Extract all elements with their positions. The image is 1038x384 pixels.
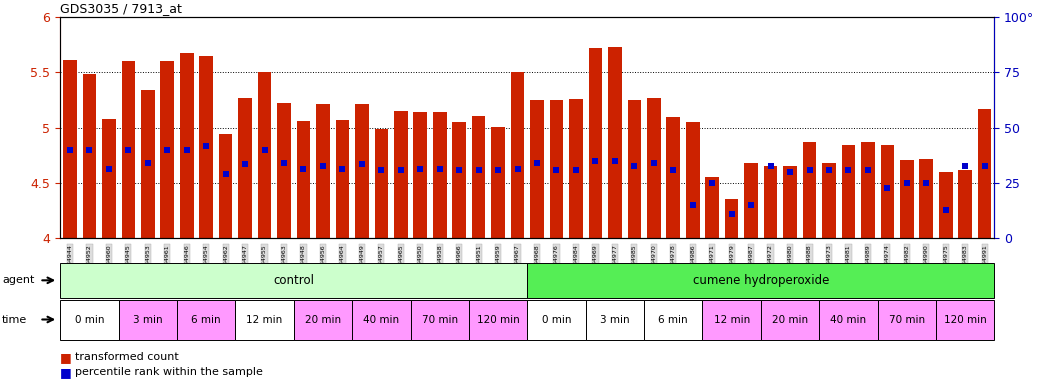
Text: 12 min: 12 min [246,314,282,325]
Text: cumene hydroperoxide: cumene hydroperoxide [692,274,829,287]
Bar [141,90,155,238]
Bar [60,263,527,298]
Bar [958,170,972,238]
Bar [822,163,836,238]
Bar [453,122,466,238]
Bar [472,116,486,238]
Bar [121,61,135,238]
Bar [394,111,408,238]
Bar [469,300,527,340]
Text: 70 min: 70 min [889,314,925,325]
Bar [802,142,816,238]
Bar [355,104,368,238]
Bar [63,60,77,238]
Bar [784,166,797,238]
Text: 3 min: 3 min [133,314,163,325]
Text: GDS3035 / 7913_at: GDS3035 / 7913_at [60,2,182,15]
Bar [569,99,582,238]
Text: 12 min: 12 min [713,314,749,325]
Bar [413,112,427,238]
Bar [819,300,878,340]
Text: 20 min: 20 min [305,314,342,325]
Bar [686,122,700,238]
Bar [294,300,352,340]
Text: 0 min: 0 min [542,314,571,325]
Bar [589,48,602,238]
Text: transformed count: transformed count [75,352,179,362]
Bar [161,61,174,238]
Text: 0 min: 0 min [75,314,104,325]
Bar [297,121,310,238]
Bar [880,146,894,238]
Bar [491,127,504,238]
Bar [335,120,349,238]
Bar [236,300,294,340]
Bar [644,300,703,340]
Text: 20 min: 20 min [772,314,809,325]
Text: 40 min: 40 min [363,314,400,325]
Text: 120 min: 120 min [476,314,519,325]
Bar [527,263,994,298]
Text: ■: ■ [60,366,72,379]
Text: control: control [273,274,315,287]
Bar [725,199,738,238]
Bar [877,300,936,340]
Bar [352,300,410,340]
Bar [530,100,544,238]
Bar [511,73,524,238]
Bar [375,129,388,238]
Bar [239,98,252,238]
Bar [862,142,875,238]
Text: 40 min: 40 min [830,314,867,325]
Bar [433,112,446,238]
Bar [102,119,115,238]
Text: 3 min: 3 min [600,314,630,325]
Bar [219,134,233,238]
Bar [83,74,97,238]
Bar [703,300,761,340]
Text: 6 min: 6 min [191,314,221,325]
Bar [176,300,236,340]
Text: 6 min: 6 min [658,314,688,325]
Bar [647,98,660,238]
Bar [118,300,176,340]
Bar [842,146,855,238]
Bar [666,117,680,238]
Bar [920,159,933,238]
Bar [277,103,291,238]
Bar [585,300,644,340]
Bar [60,300,118,340]
Bar [608,47,622,238]
Text: time: time [2,315,27,325]
Bar [317,104,330,238]
Bar [550,100,564,238]
Bar [939,172,953,238]
Bar [900,160,913,238]
Bar [706,177,719,238]
Bar [257,73,271,238]
Bar [628,100,641,238]
Text: 70 min: 70 min [421,314,458,325]
Bar [527,300,585,340]
Text: agent: agent [2,275,34,285]
Bar [978,109,991,238]
Bar [936,300,994,340]
Text: percentile rank within the sample: percentile rank within the sample [75,367,263,377]
Bar [199,56,213,238]
Bar [761,300,819,340]
Bar [180,53,193,238]
Bar [744,163,758,238]
Bar [764,166,777,238]
Text: 120 min: 120 min [944,314,986,325]
Text: ■: ■ [60,351,72,364]
Bar [411,300,469,340]
